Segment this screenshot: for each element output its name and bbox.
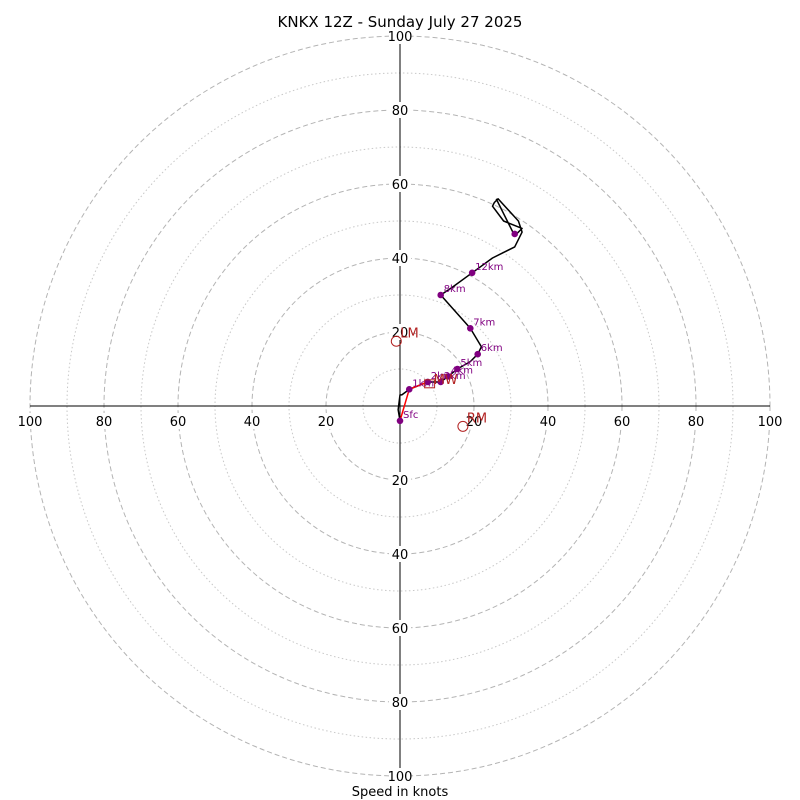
y-tick-label-bg: [389, 620, 411, 636]
y-tick-label: 80: [392, 696, 409, 711]
mean-wind-marker: [424, 379, 436, 389]
y-tick-label: 60: [392, 622, 409, 637]
y-tick-label-bg: [389, 250, 411, 266]
y-tick-label-bg: [389, 546, 411, 562]
y-tick-label: 20: [392, 326, 409, 341]
x-tick-label: 100: [758, 415, 783, 430]
x-tick-label: 60: [614, 415, 631, 430]
x-tick-label-bg: [241, 413, 263, 429]
y-tick-label-bg: [389, 768, 411, 784]
left-mover-marker: [390, 335, 402, 347]
right-mover-marker: [457, 420, 469, 432]
x-tick-label: 20: [466, 415, 483, 430]
height-marker-label: 3km: [444, 371, 466, 382]
height-marker-point: [474, 350, 482, 358]
height-marker-point: [444, 373, 452, 380]
y-tick-label-bg: [389, 472, 411, 488]
storm-motion-markers: LM RM MW: [390, 326, 487, 432]
x-tick-label: 40: [244, 415, 261, 430]
height-marker-point: [424, 378, 432, 386]
x-tick-label-bg: [93, 413, 115, 429]
y-tick-label-bg: [389, 28, 411, 44]
height-marker-label: Sfc: [403, 410, 418, 421]
x-axis-label: Speed in knots: [352, 785, 449, 800]
y-tick-label: 100: [388, 770, 413, 785]
y-tick-label: 60: [392, 178, 409, 193]
x-tick-label-bg: [19, 413, 41, 429]
x-tick-label-bg: [463, 413, 485, 429]
y-tick-label: 80: [392, 104, 409, 119]
height-marker-label: 5km: [460, 358, 482, 369]
height-marker-label: 6km: [481, 343, 503, 354]
x-tick-label: 100: [18, 415, 43, 430]
x-tick-label: 80: [688, 415, 705, 430]
height-marker-point: [468, 269, 476, 277]
x-tick-label-bg: [315, 413, 337, 429]
height-marker-label: 12km: [475, 262, 503, 273]
x-tick-label-bg: [611, 413, 633, 429]
storm-motion-label: MW: [434, 373, 458, 388]
x-tick-label: 60: [170, 415, 187, 430]
chart-axes: [30, 36, 770, 776]
x-tick-label-bg: [167, 413, 189, 429]
x-tick-label-bg: [685, 413, 707, 429]
height-marker-point: [437, 291, 445, 299]
y-tick-label-bg: [389, 176, 411, 192]
height-marker-point: [437, 378, 445, 386]
x-tick-label: 20: [318, 415, 335, 430]
y-tick-label: 40: [392, 548, 409, 563]
x-tick-label: 80: [96, 415, 113, 430]
chart-title: KNKX 12Z - Sunday July 27 2025: [278, 13, 523, 31]
storm-motion-label: LM: [400, 326, 418, 341]
height-marker-label: 2km: [431, 371, 453, 382]
y-tick-label-bg: [389, 324, 411, 340]
y-tick-label: 40: [392, 252, 409, 267]
height-marker-point: [454, 365, 461, 373]
tick-labels: 100 80 60 40 20 20 40 60 80 100 100 80 60 40 20 20 40 60 8…: [18, 28, 783, 785]
x-tick-label-bg: [537, 413, 559, 429]
y-tick-label: 20: [392, 474, 409, 489]
height-marker-point: [467, 325, 474, 332]
height-marker-label: 8km: [444, 284, 466, 295]
height-marker-point: [396, 417, 404, 425]
height-marker-label: 1km: [412, 378, 434, 389]
height-marker-label: 4km: [451, 365, 473, 376]
height-marker-point: [405, 386, 413, 393]
y-tick-label-bg: [389, 694, 411, 710]
height-marker-label: 7km: [473, 317, 495, 328]
y-tick-label-bg: [389, 102, 411, 118]
height-marker-point: [511, 230, 518, 238]
y-tick-label: 100: [388, 30, 413, 45]
x-tick-label: 40: [540, 415, 557, 430]
storm-motion-label: RM: [467, 411, 487, 426]
x-tick-label-bg: [759, 413, 781, 429]
